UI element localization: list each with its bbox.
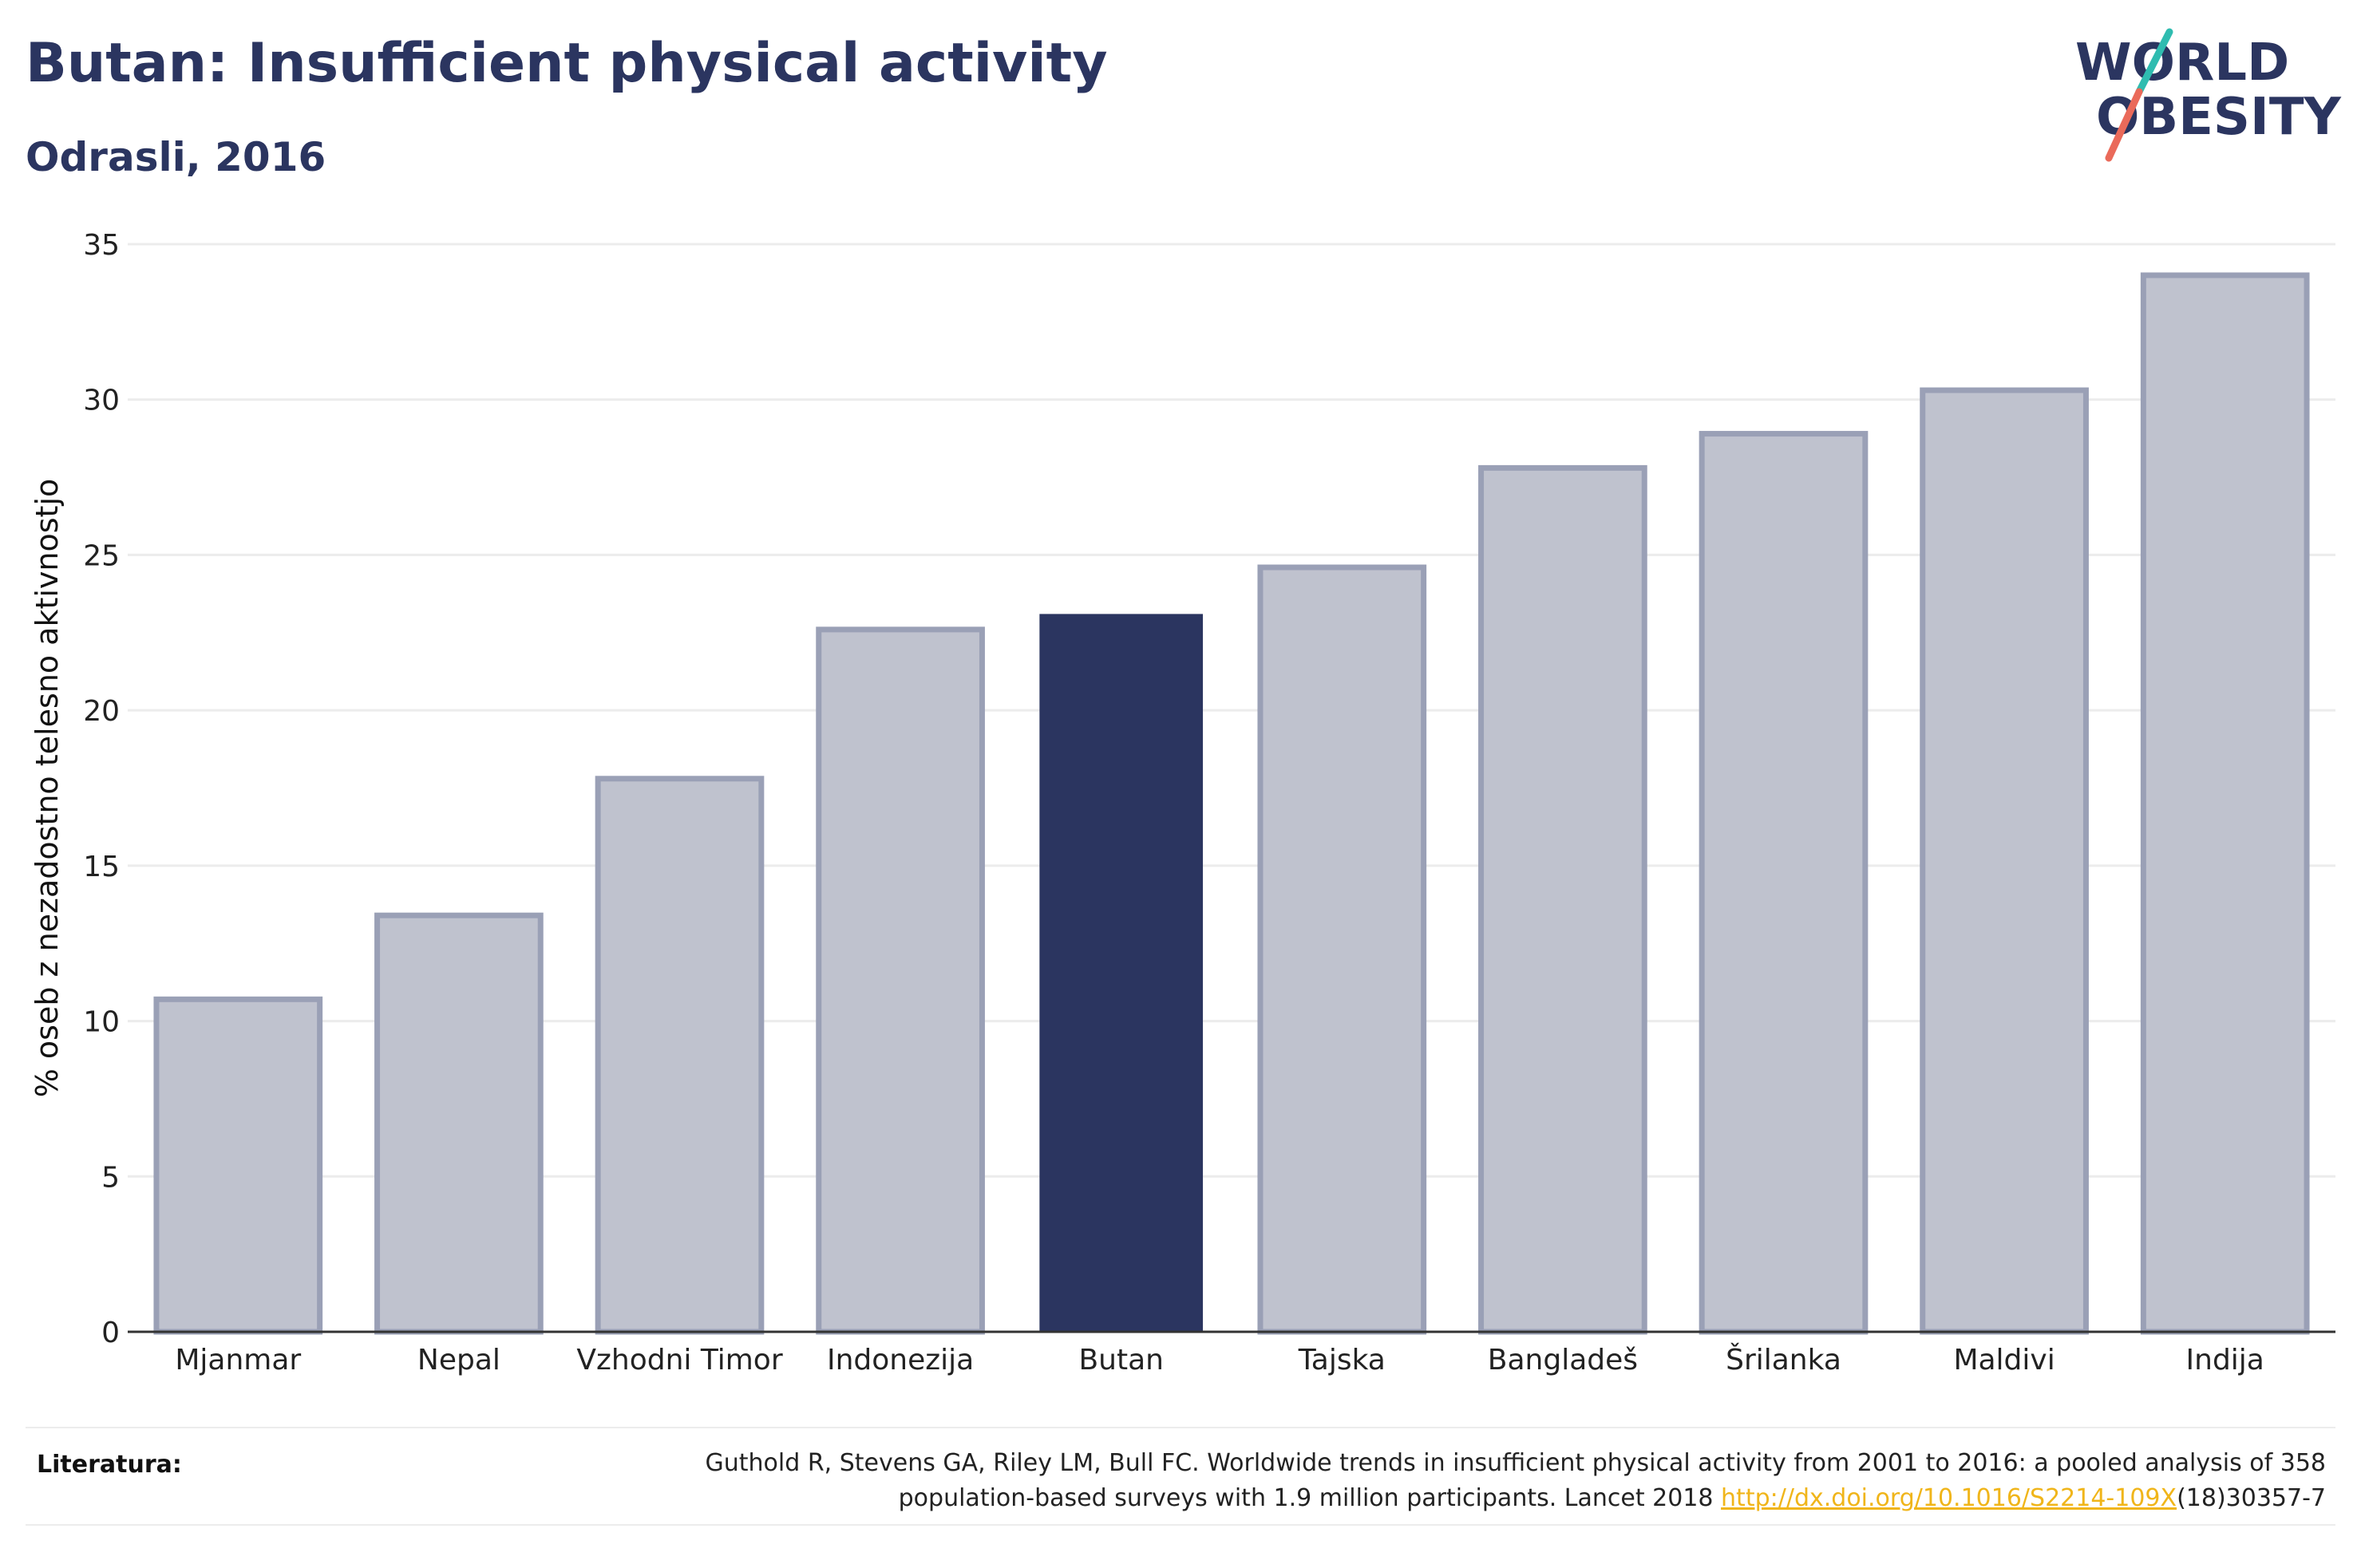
bar-bangladeš (1478, 464, 1647, 1335)
logo-word-world: WORLD (2075, 34, 2289, 93)
reference-line-2: population-based surveys with 1.9 millio… (570, 1481, 2326, 1516)
logo-slash-coral (2105, 88, 2143, 162)
logo-slash-teal (2135, 28, 2173, 96)
reference-doi-link[interactable]: http://dx.doi.org/10.1016/S2214-109X (1721, 1484, 2177, 1512)
bars (153, 272, 2310, 1335)
page-subtitle: Odrasli, 2016 (26, 134, 326, 180)
footer-divider-top (26, 1427, 2335, 1428)
y-tick-label: 0 (101, 1317, 120, 1349)
x-tick-label: Butan (1078, 1344, 1164, 1376)
x-tick-label: Maldivi (1953, 1344, 2055, 1376)
x-tick-label: Indonezija (827, 1344, 974, 1376)
footer-divider-bottom (26, 1524, 2335, 1526)
reference-text: Guthold R, Stevens GA, Riley LM, Bull FC… (570, 1446, 2326, 1516)
reference-label: Literatura: (37, 1451, 182, 1479)
bar-nepal (374, 912, 544, 1335)
bar-maldivi (1920, 387, 2089, 1335)
x-tick-label: Tajska (1298, 1344, 1386, 1376)
x-tick-labels: Mjanmar Nepal Vzhodni Timor Indonezija Butan… (175, 1343, 2264, 1376)
y-axis-label: % oseb z nezadostno telesno aktivnostjo (30, 479, 65, 1098)
world-obesity-logo: WORLD OBESITY (2075, 28, 2341, 162)
y-tick-label: 5 (101, 1161, 120, 1194)
x-tick-label: Mjanmar (175, 1344, 301, 1376)
y-tick-label: 15 (83, 851, 120, 883)
bar-indija (2140, 272, 2310, 1335)
y-tick-label: 20 (83, 695, 120, 728)
x-tick-label: Šrilanka (1726, 1343, 1841, 1376)
x-tick-label: Vzhodni Timor (576, 1344, 782, 1376)
x-tick-label: Nepal (417, 1344, 500, 1376)
reference-line-2-end: (18)30357-7 (2177, 1484, 2326, 1512)
page-title: Butan: Insufficient physical activity (26, 32, 1108, 95)
bar-chart: 0 5 10 15 20 25 30 35 Mjanmar Nepal Vzhodni Timor… (30, 229, 2335, 1376)
x-tick-label: Bangladeš (1488, 1344, 1638, 1376)
reference-line-1: Guthold R, Stevens GA, Riley LM, Bull FC… (705, 1449, 2326, 1477)
y-tick-label: 10 (83, 1006, 120, 1039)
reference-line-2-start: population-based surveys with 1.9 millio… (898, 1484, 1722, 1512)
y-tick-label: 25 (83, 539, 120, 572)
bar-vzhodni-timor (595, 776, 765, 1335)
bar-mjanmar (153, 996, 323, 1335)
y-tick-label: 35 (83, 229, 120, 262)
bar-tajska (1257, 564, 1427, 1335)
y-tick-labels: 0 5 10 15 20 25 30 35 (83, 229, 120, 1349)
bar-indonezija (816, 626, 985, 1335)
bar-šrilanka (1699, 431, 1869, 1335)
y-tick-label: 30 (83, 385, 120, 417)
bar-butan (1039, 614, 1204, 1332)
x-tick-label: Indija (2186, 1344, 2264, 1376)
